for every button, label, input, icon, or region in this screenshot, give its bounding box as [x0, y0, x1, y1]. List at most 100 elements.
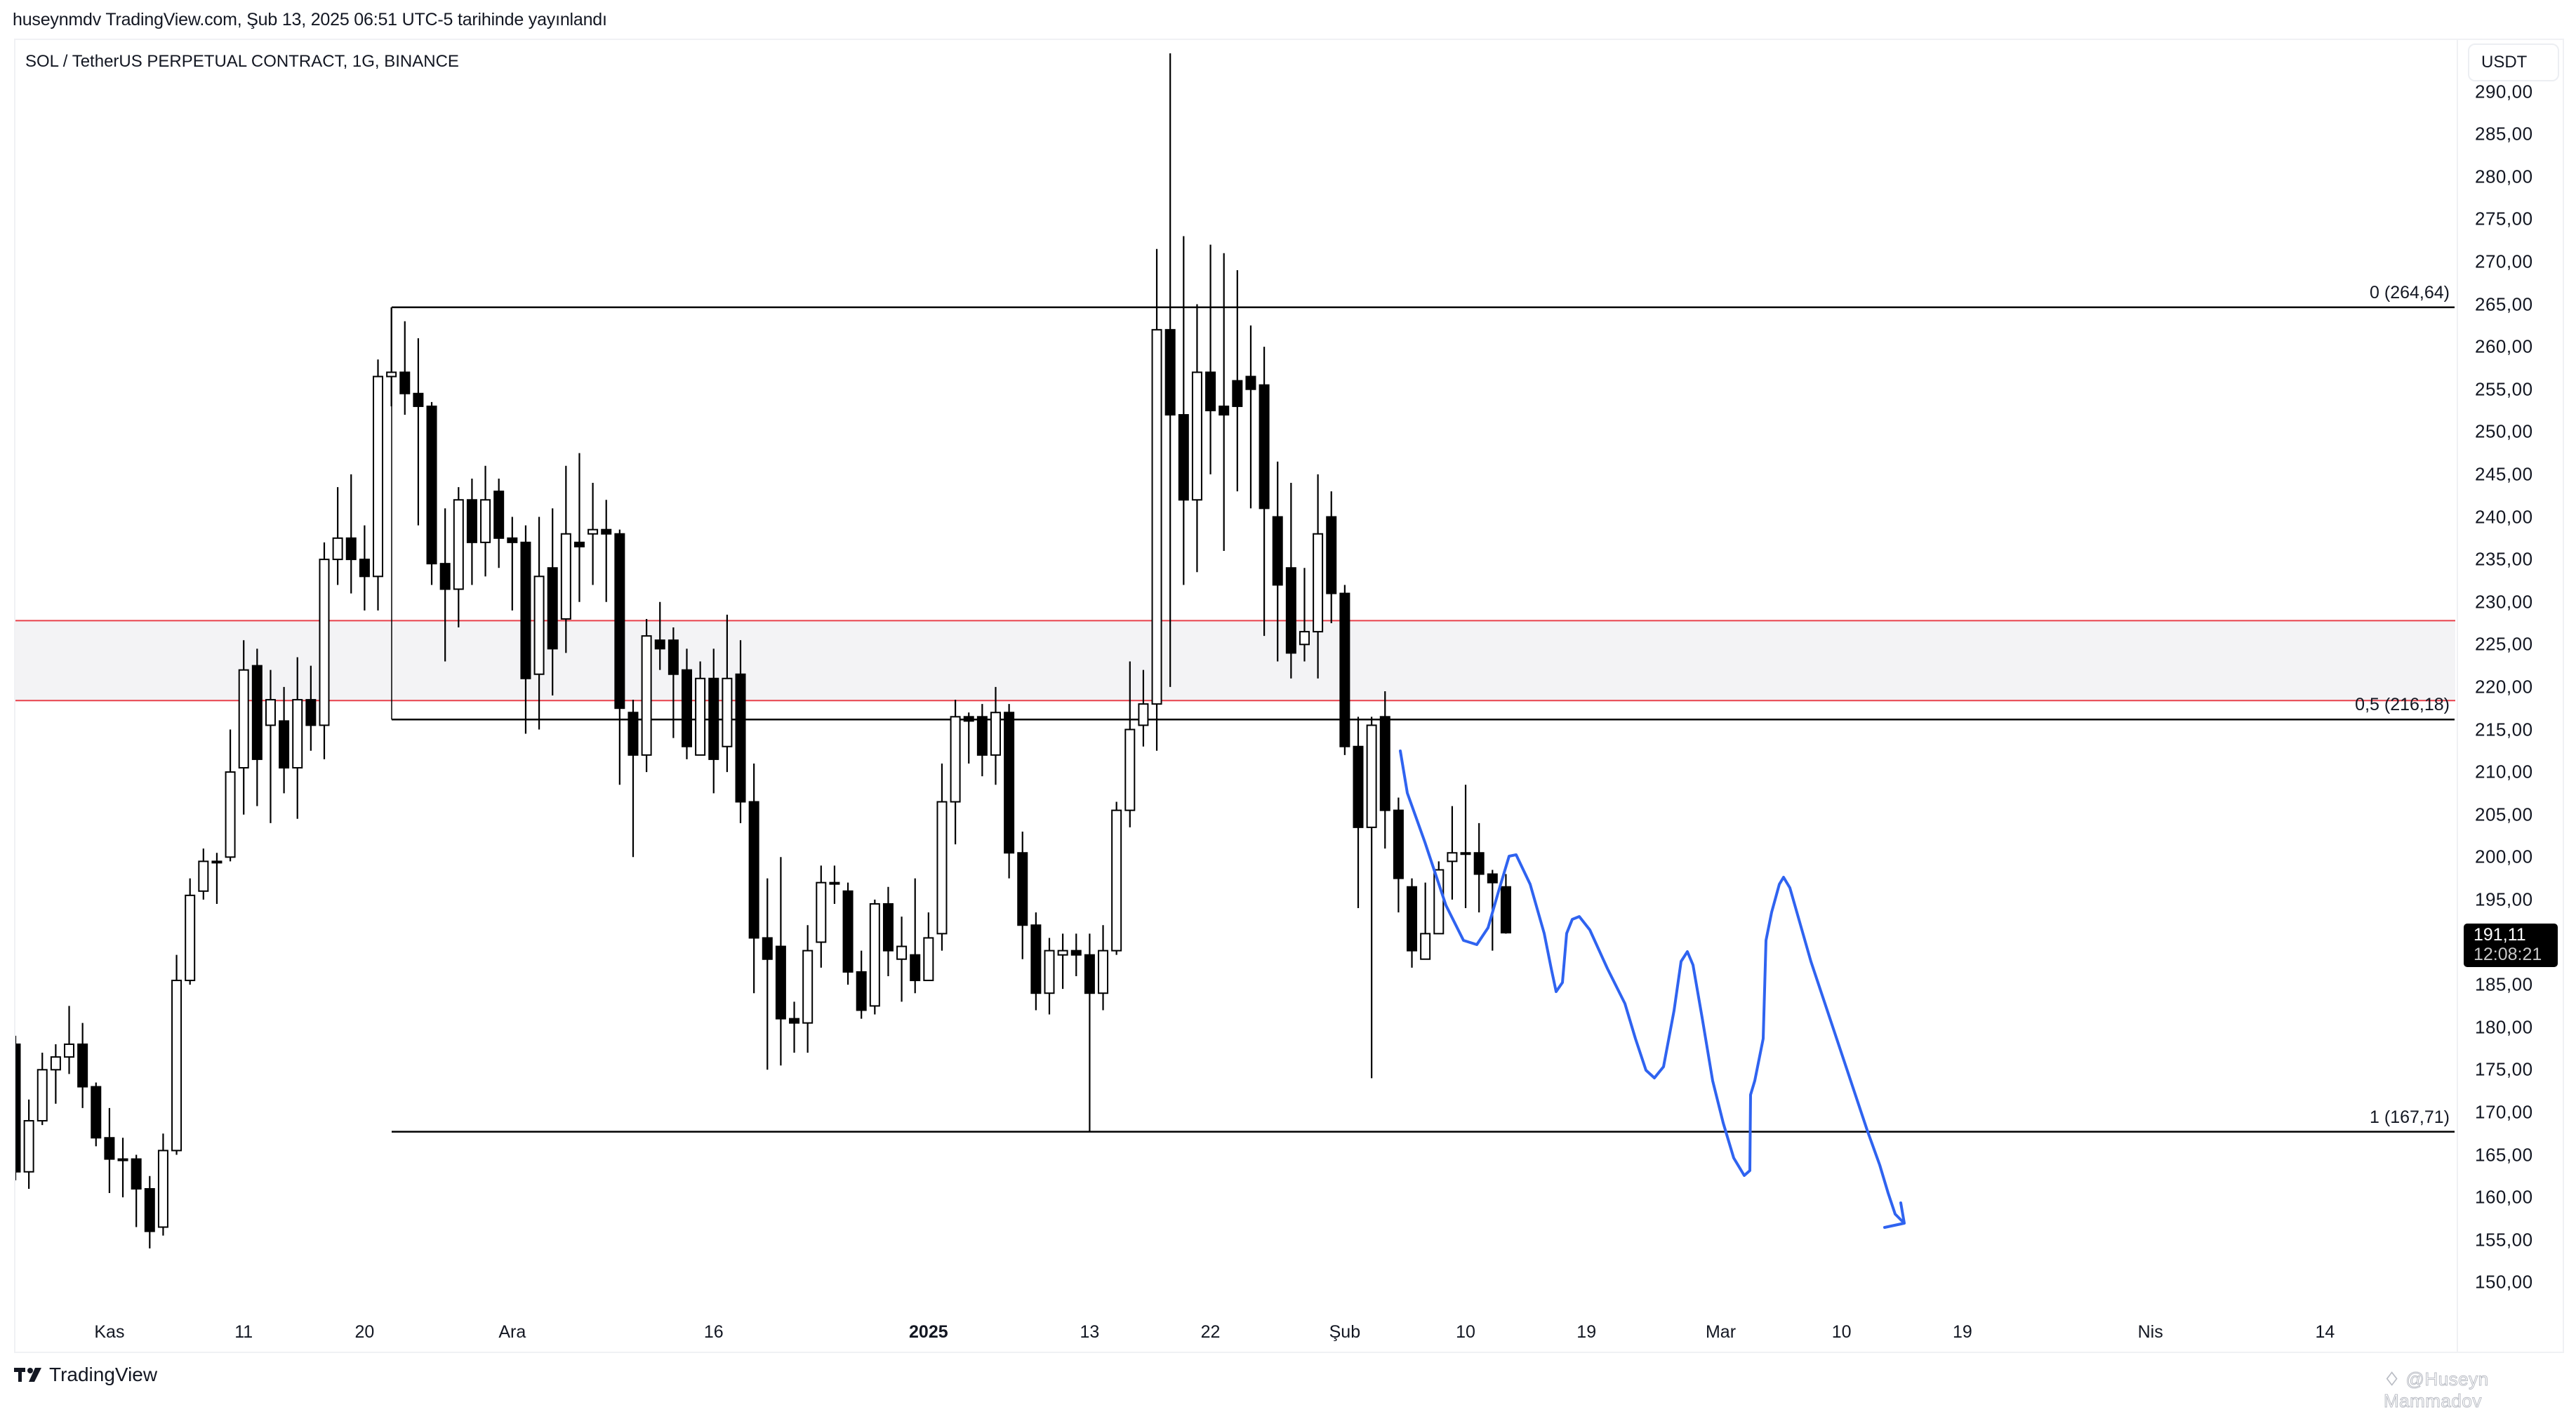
candle: [413, 338, 424, 526]
candle: [1245, 325, 1256, 509]
candle: [1191, 304, 1202, 573]
candle: [1407, 878, 1418, 968]
candle: [15, 1035, 21, 1180]
candle: [131, 1154, 142, 1227]
time-tick-label: 10: [1831, 1322, 1852, 1342]
candle: [386, 307, 397, 406]
candle: [345, 474, 357, 594]
candle: [936, 763, 948, 951]
candle: [573, 453, 585, 602]
price-tick-label: 290,00: [2475, 81, 2533, 102]
price-tick-label: 255,00: [2475, 378, 2533, 400]
time-tick-label: Şub: [1329, 1322, 1361, 1342]
candles-group: [15, 53, 1511, 1248]
candle: [453, 487, 464, 628]
candle: [882, 886, 894, 976]
price-tick-label: 175,00: [2475, 1058, 2533, 1080]
price-tick-label: 270,00: [2475, 251, 2533, 272]
candle: [251, 648, 263, 806]
candle: [198, 848, 209, 900]
candle: [762, 878, 773, 1070]
fib-level-1-label: 1 (167,71): [2370, 1107, 2450, 1127]
candle: [775, 857, 786, 1066]
candle: [507, 517, 518, 611]
candle: [493, 478, 505, 568]
candle: [1232, 270, 1243, 492]
candle: [735, 640, 746, 823]
last-price-value: 191,11: [2474, 925, 2526, 945]
candle: [91, 1082, 102, 1147]
candle: [225, 729, 236, 862]
candle: [708, 648, 719, 794]
candle: [426, 401, 437, 585]
candle: [1219, 253, 1230, 551]
time-tick-label: 10: [1456, 1322, 1475, 1342]
candle: [1070, 933, 1082, 976]
price-tick-label: 180,00: [2475, 1016, 2533, 1038]
time-tick-label: 22: [1200, 1322, 1221, 1342]
price-tick-label: 215,00: [2475, 719, 2533, 740]
time-tick-label: Kas: [94, 1322, 125, 1342]
projection-path[interactable]: [1399, 750, 1905, 1224]
candle: [910, 878, 921, 994]
candle: [1473, 822, 1485, 913]
candle: [950, 700, 961, 845]
time-tick-label: 13: [1080, 1322, 1100, 1342]
tradingview-logo[interactable]: TradingView: [14, 1364, 157, 1386]
candle: [1017, 831, 1028, 959]
candle: [185, 878, 196, 985]
candle: [722, 614, 733, 773]
time-tick-label: Mar: [1705, 1322, 1737, 1342]
candle: [157, 1133, 168, 1236]
candle: [23, 1099, 34, 1189]
price-tick-label: 275,00: [2475, 208, 2533, 229]
candle: [560, 465, 571, 653]
candle: [144, 1175, 155, 1248]
candle: [1044, 938, 1055, 1015]
candle: [77, 1023, 88, 1108]
time-tick-label: Nis: [2137, 1322, 2163, 1342]
price-tick-label: 220,00: [2475, 676, 2533, 698]
candle: [695, 661, 706, 756]
candle: [1138, 670, 1149, 747]
candle: [1272, 461, 1283, 662]
price-tick-label: 160,00: [2475, 1186, 2533, 1208]
price-tick-label: 250,00: [2475, 420, 2533, 442]
price-tick-label: 155,00: [2475, 1229, 2533, 1251]
candle: [856, 950, 867, 1019]
candle: [587, 483, 599, 585]
candle: [869, 899, 880, 1015]
published-header: huseynmdv TradingView.com, Şub 13, 2025 …: [13, 10, 607, 29]
candle: [748, 763, 759, 994]
candle: [1420, 882, 1431, 960]
time-tick-label: 19: [1576, 1322, 1597, 1342]
resistance-zone[interactable]: [15, 620, 2455, 701]
time-tick-label: 16: [703, 1322, 724, 1342]
candle: [963, 712, 974, 764]
candle: [1353, 717, 1364, 909]
currency-unit-button[interactable]: USDT: [2468, 44, 2559, 81]
candle: [990, 686, 1001, 785]
candle: [171, 954, 182, 1155]
candle: [1259, 347, 1270, 637]
arrow-head-icon: [1883, 1201, 1906, 1229]
candle: [1111, 801, 1122, 955]
price-tick-label: 230,00: [2475, 591, 2533, 613]
price-tick-label: 265,00: [2475, 293, 2533, 314]
candle: [668, 627, 679, 738]
candle: [211, 853, 223, 904]
fib-level-0-label: 0 (264,64): [2370, 282, 2450, 302]
candle: [265, 670, 276, 823]
candle: [1379, 691, 1390, 849]
candle: [533, 517, 545, 730]
candle: [466, 478, 477, 585]
candle: [64, 1006, 75, 1074]
candle: [399, 321, 411, 415]
candle: [305, 665, 317, 751]
symbol-title[interactable]: SOL / TetherUS PERPETUAL CONTRACT, 1G, B…: [25, 52, 459, 71]
price-tick-label: 165,00: [2475, 1144, 2533, 1165]
chart-frame: [14, 39, 2564, 1353]
candle: [319, 542, 330, 759]
candle: [50, 1044, 61, 1104]
